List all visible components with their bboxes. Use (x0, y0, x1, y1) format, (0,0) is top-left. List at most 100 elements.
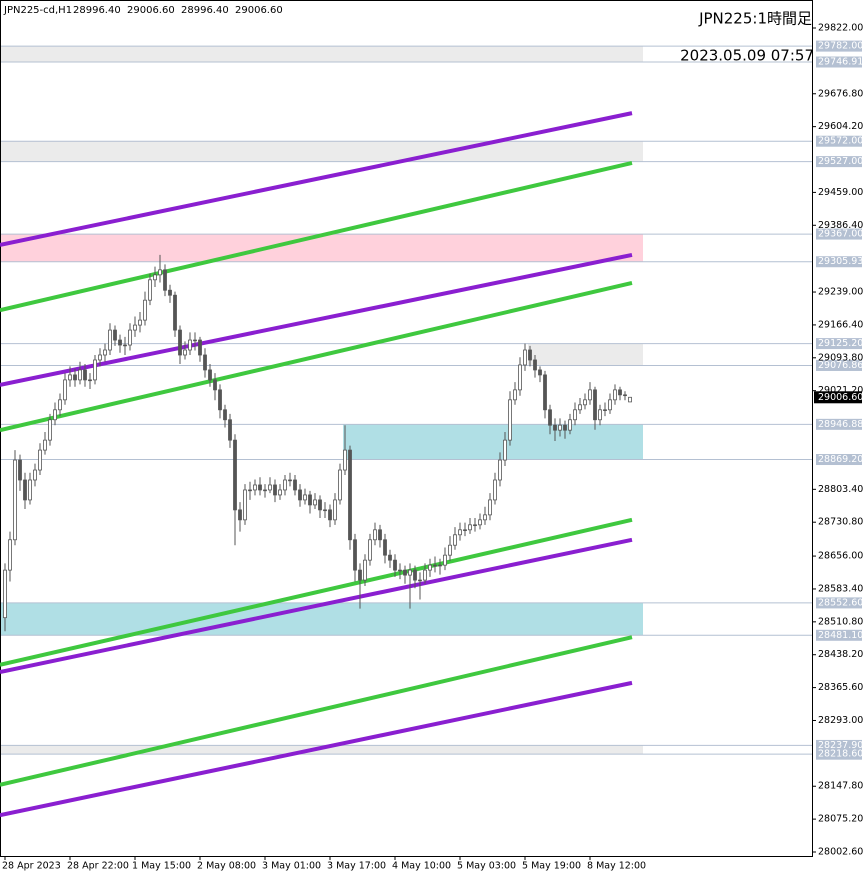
level-label: 29076.86 (818, 360, 863, 371)
x-tick-label: 28 Apr 22:00 (67, 861, 129, 872)
candle-body (273, 484, 277, 496)
candle-body (8, 539, 12, 571)
candle-body (278, 489, 282, 496)
candle-body (228, 419, 232, 441)
candle-body (83, 369, 87, 381)
ohlc-close: 29006.60 (235, 5, 283, 16)
candle-body (198, 339, 202, 356)
candle-body (503, 439, 507, 461)
level-label: 29125.20 (818, 338, 863, 349)
candle-body (378, 529, 382, 541)
level-label-box (816, 454, 862, 466)
level-label: 29746.91 (818, 57, 863, 68)
level-label: 29527.00 (818, 156, 863, 167)
candle-body (368, 539, 372, 561)
candle-body (313, 499, 317, 506)
candle-body (588, 389, 592, 401)
level-label: 29782.00 (818, 41, 863, 52)
candle-body (513, 389, 517, 401)
candle-body (338, 469, 342, 501)
zone (1, 46, 643, 63)
y-tick-label: 29021.20 (818, 385, 863, 396)
candle-body (583, 399, 587, 406)
candle-body (268, 484, 272, 491)
candle-body (463, 529, 467, 532)
level-label: 28946.88 (818, 419, 863, 430)
candle-body (448, 544, 452, 556)
zone (1, 745, 643, 755)
y-tick-label: 28583.40 (818, 583, 863, 594)
candle-body (223, 409, 227, 421)
candle-body (473, 524, 477, 527)
candle-body (488, 499, 492, 516)
level-label-box (816, 359, 862, 371)
candle-body (453, 534, 457, 546)
level-label-box (816, 748, 862, 760)
candle-body (248, 489, 252, 492)
candle-body (288, 479, 292, 482)
candle-body (373, 529, 377, 541)
candle-body (128, 329, 132, 346)
candle-body (573, 409, 577, 421)
zone (1, 234, 643, 262)
trendline (0, 635, 633, 787)
candle-body (383, 539, 387, 556)
candle-body (173, 294, 177, 331)
level-label: 29367.00 (818, 229, 863, 240)
candle-body (298, 489, 302, 501)
level-label-box (816, 228, 862, 240)
y-tick-label: 29093.80 (818, 352, 863, 363)
candle-body (58, 399, 62, 411)
chart-title: JPN225:1時間足 (698, 10, 812, 28)
trendline (0, 517, 633, 667)
candle-body (103, 349, 107, 356)
candle-body (518, 364, 522, 391)
candle-body (523, 349, 527, 366)
level-label: 28218.60 (818, 749, 863, 760)
candle-body (358, 569, 362, 581)
candle-body (318, 499, 322, 511)
candle-body (23, 479, 27, 501)
level-label: 28869.20 (818, 454, 863, 465)
y-tick-label: 29676.80 (818, 88, 863, 99)
y-tick-label: 29386.40 (818, 220, 863, 231)
level-label: 28237.90 (818, 740, 863, 751)
candle-body (88, 379, 92, 382)
candle-body (203, 354, 207, 371)
candle-body (98, 354, 102, 361)
candle-body (348, 449, 352, 541)
candle-body (528, 349, 532, 361)
candle-body (178, 329, 182, 356)
level-label-box (816, 256, 862, 268)
candle-body (263, 489, 267, 492)
zone (343, 424, 643, 460)
x-tick-label: 2 May 08:00 (197, 861, 256, 872)
candle-body (628, 396, 632, 403)
candle-body (483, 514, 487, 521)
candle-body (408, 569, 412, 576)
candle-body (468, 524, 472, 531)
candle-body (303, 494, 307, 501)
candle-body (183, 349, 187, 356)
candle-body (33, 469, 37, 481)
candle-body (543, 374, 547, 411)
candle-body (508, 399, 512, 441)
candle-body (118, 339, 122, 346)
y-tick-label: 29239.00 (818, 287, 863, 298)
y-tick-label: 28075.20 (818, 814, 863, 825)
x-tick-label: 3 May 17:00 (327, 861, 386, 872)
y-tick-label: 28365.60 (818, 682, 863, 693)
candle-body (578, 404, 582, 411)
y-tick-label: 28002.60 (818, 847, 863, 858)
candle-body (343, 449, 347, 471)
candle-body (63, 379, 67, 401)
candle-body (188, 339, 192, 351)
candle-body (148, 279, 152, 301)
zone (528, 343, 643, 366)
y-tick-label: 28293.00 (818, 715, 863, 726)
level-label: 28481.10 (818, 630, 863, 641)
y-tick-label: 29459.00 (818, 187, 863, 198)
candle-body (68, 374, 72, 381)
x-tick-label: 5 May 19:00 (522, 861, 581, 872)
candle-body (193, 339, 197, 342)
